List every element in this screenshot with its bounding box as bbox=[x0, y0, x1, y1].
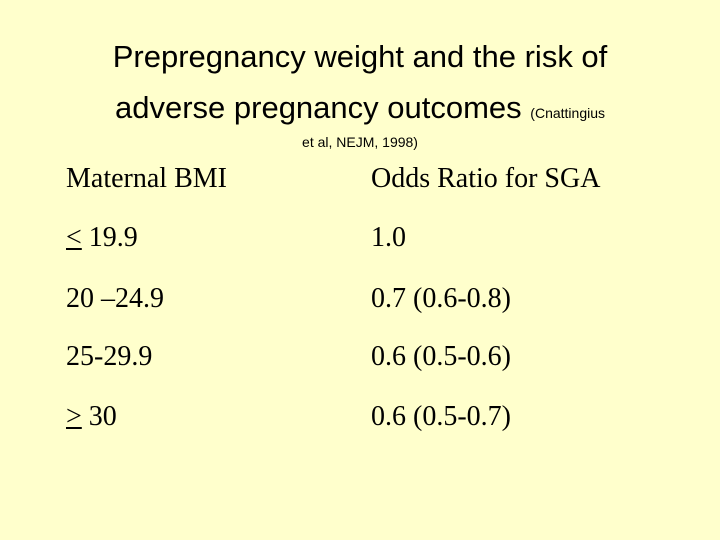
slide-title-line-2: adverse pregnancy outcomes (Cnattingius bbox=[0, 87, 720, 134]
odds-ratio-row-2: 0.7 (0.6-0.8) bbox=[371, 283, 511, 314]
slide-title-line-2-text: adverse pregnancy outcomes bbox=[114, 90, 522, 125]
bmi-cell-row-4: > 30 bbox=[66, 400, 117, 434]
odds-ratio-row-3: 0.6 (0.5-0.6) bbox=[371, 341, 511, 372]
bmi-value-row-2: 20 –24.9 bbox=[66, 283, 164, 314]
odds-ratio-row-1: 1.0 bbox=[371, 222, 406, 253]
header-odds-ratio: Odds Ratio for SGA bbox=[371, 163, 601, 194]
bmi-value-row-1: 19.9 bbox=[81, 222, 138, 253]
bmi-cell-row-1: < 19.9 bbox=[66, 221, 138, 255]
header-maternal-bmi: Maternal BMI bbox=[66, 163, 227, 194]
citation-part-2: et al, NEJM, 1998) bbox=[302, 134, 418, 150]
citation-part-1: (Cnattingius bbox=[530, 105, 605, 121]
greater-equal-symbol: > bbox=[66, 401, 82, 432]
slide-title-line-1: Prepregnancy weight and the risk of bbox=[112, 39, 608, 74]
bmi-value-row-4: 30 bbox=[81, 401, 117, 432]
odds-ratio-row-4: 0.6 (0.5-0.7) bbox=[371, 401, 511, 432]
less-equal-symbol: < bbox=[66, 222, 82, 253]
bmi-value-row-3: 25-29.9 bbox=[66, 341, 153, 372]
